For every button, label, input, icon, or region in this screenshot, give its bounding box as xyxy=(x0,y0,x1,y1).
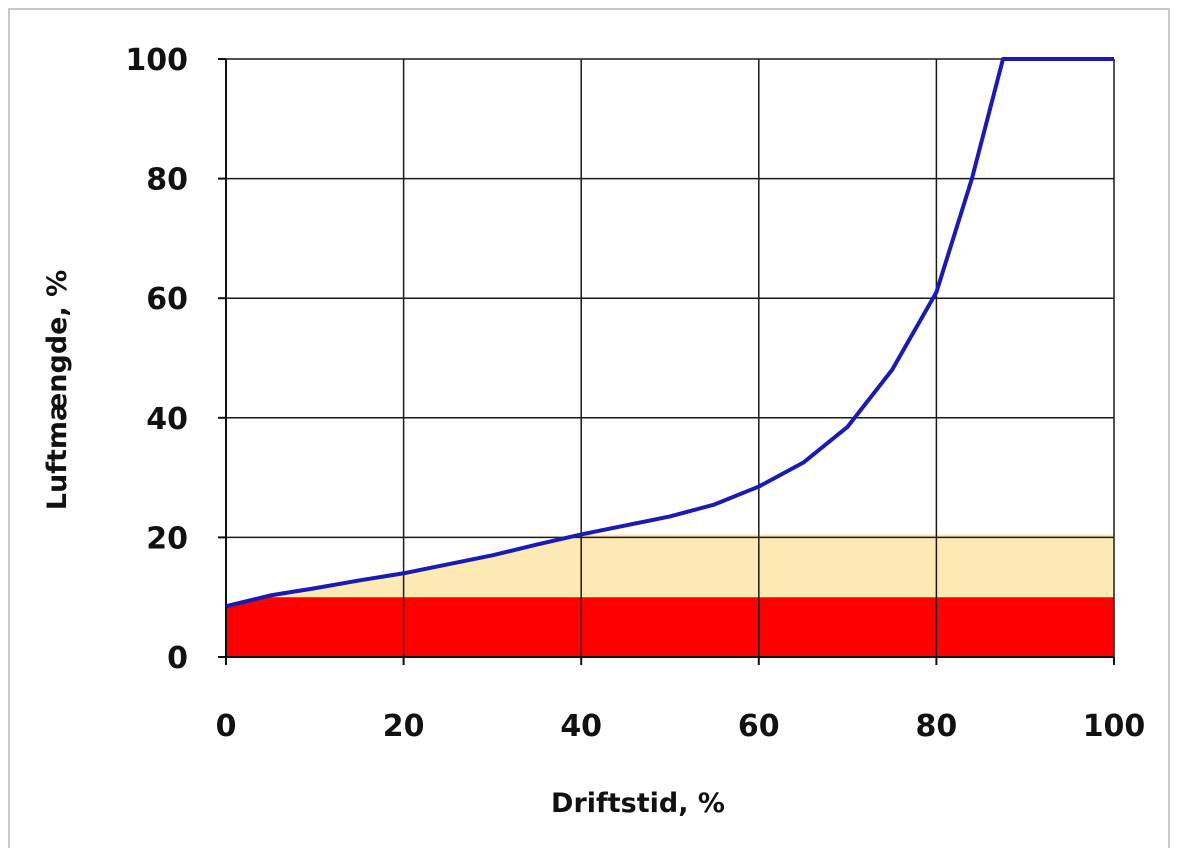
x-tick-label: 20 xyxy=(383,709,425,744)
y-tick-label: 100 xyxy=(125,43,188,78)
y-axis-title: Luftmængde, % xyxy=(42,270,73,510)
chart: 0 20 40 60 80 100 0 20 40 60 80 100 Driftstid, % L… xyxy=(0,0,1178,822)
x-axis-title: Driftstid, % xyxy=(551,788,725,819)
x-tick-labels: 0 20 40 60 80 100 xyxy=(216,709,1146,744)
y-tick-label: 60 xyxy=(146,282,188,317)
y-tick-label: 40 xyxy=(146,402,188,437)
red-region xyxy=(226,597,1114,657)
y-tick-label: 0 xyxy=(167,641,188,676)
x-tick-label: 100 xyxy=(1083,709,1146,744)
x-tick-label: 60 xyxy=(738,709,780,744)
y-tick-labels: 0 20 40 60 80 100 xyxy=(125,43,188,676)
y-tick-label: 20 xyxy=(146,521,188,556)
x-tick-label: 80 xyxy=(916,709,958,744)
series-line xyxy=(226,59,1114,606)
x-tick-label: 0 xyxy=(216,709,237,744)
shaded-regions xyxy=(226,534,1114,657)
x-tick-label: 40 xyxy=(560,709,602,744)
series-layer xyxy=(226,59,1114,606)
y-tick-label: 80 xyxy=(146,163,188,198)
